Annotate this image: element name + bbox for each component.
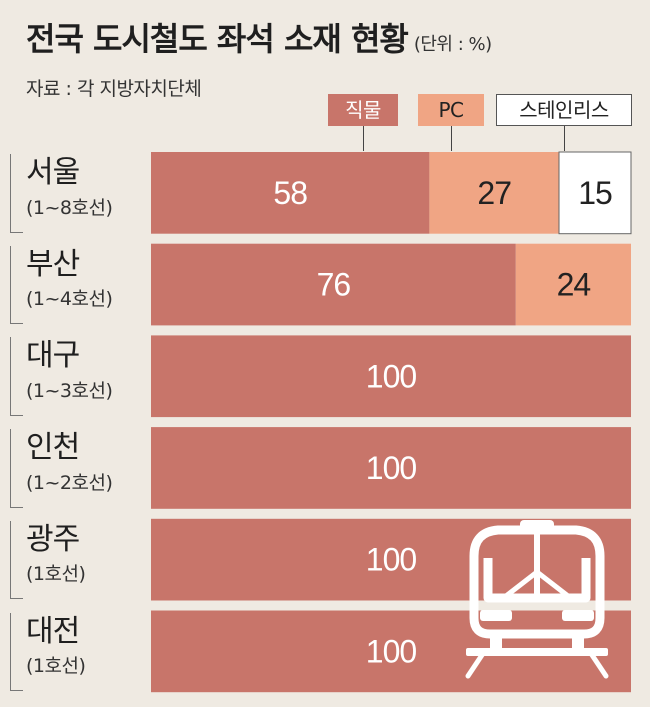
- line-range-label: (1~2호선): [26, 471, 113, 494]
- city-label: 부산: [26, 246, 80, 282]
- chart-title: 전국 도시철도 좌석 소재 현황: [26, 20, 409, 58]
- line-range-label: (1호선): [26, 655, 86, 677]
- data-label-fabric-1: 76: [317, 267, 351, 303]
- city-label: 서울: [26, 155, 80, 190]
- unit-label: (단위 : %): [413, 34, 492, 55]
- city-label: 대전: [26, 613, 80, 649]
- data-label-fabric-5: 100: [366, 633, 417, 669]
- bar-fabric-3: [151, 427, 631, 509]
- city-label: 대구: [26, 338, 80, 374]
- data-label-fabric-4: 100: [366, 542, 417, 578]
- city-label: 인천: [26, 430, 80, 466]
- row-bracket: [10, 612, 23, 692]
- row-label: 광주 (1호선): [26, 521, 86, 587]
- row-label: 대구 (1~3호선): [26, 338, 113, 403]
- data-label-pc-1: 24: [557, 267, 591, 303]
- line-range-label: (1~4호선): [26, 288, 113, 311]
- row-bracket: [10, 429, 23, 508]
- row-label: 대전 (1호선): [26, 613, 86, 679]
- data-label-fabric-3: 100: [366, 450, 417, 486]
- bar-pc-0: [429, 152, 559, 234]
- chart-title-row: 전국 도시철도 좌석 소재 현황 (단위 : %): [26, 14, 492, 60]
- bar-fabric-1: [151, 243, 516, 326]
- row-label: 서울 (1~8호선): [26, 155, 113, 220]
- line-range-label: (1~8호선): [26, 196, 113, 219]
- legend-stainless: 스테인리스: [496, 94, 632, 126]
- data-label-pc-0: 27: [477, 175, 511, 211]
- row-bracket: [10, 154, 23, 233]
- city-label: 광주: [26, 521, 80, 557]
- legend-fabric-tick: [363, 126, 364, 151]
- bar-fabric-2: [151, 335, 631, 418]
- line-range-label: (1호선): [26, 563, 86, 586]
- bar-pc-1: [515, 243, 631, 326]
- data-label-fabric-2: 100: [366, 358, 417, 394]
- row-bracket: [10, 520, 23, 600]
- line-range-label: (1~3호선): [26, 379, 113, 402]
- data-label-fabric-0: 58: [273, 175, 307, 211]
- row-bracket: [10, 337, 23, 417]
- train-icon: [465, 520, 609, 679]
- source-label: 자료 : 각 지방자치단체: [26, 78, 202, 100]
- legend-pc-tick: [451, 126, 452, 151]
- legend-pc: PC: [418, 94, 484, 126]
- row-label: 인천 (1~2호선): [26, 430, 113, 495]
- row-label: 부산 (1~4호선): [26, 246, 113, 312]
- data-label-stainless-0: 15: [578, 175, 612, 211]
- legend-stainless-tick: [564, 126, 565, 151]
- legend-fabric: 직물: [328, 94, 398, 126]
- bar-stainless-0: [558, 151, 632, 235]
- row-bracket: [10, 245, 23, 325]
- bar-fabric-0: [151, 152, 430, 234]
